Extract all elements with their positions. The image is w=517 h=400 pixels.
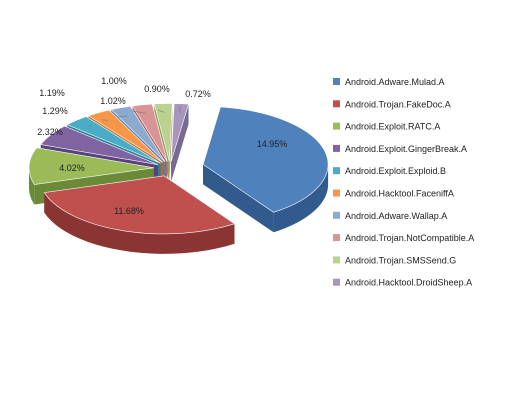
leader-line [117, 115, 128, 118]
legend-entry: Android.Adware.Mulad.A [345, 77, 445, 87]
legend-swatch [333, 144, 340, 152]
pie-slice [87, 109, 163, 163]
legend-swatch [333, 234, 340, 242]
data-label: 11.68% [114, 206, 144, 216]
label-leader-lines [66, 105, 181, 140]
pie-slice [40, 125, 159, 165]
leader-line [131, 110, 147, 114]
pie-slice [110, 105, 166, 163]
legend-entry: Android.Exploit.RATC.A [345, 122, 440, 132]
data-label: 4.02% [59, 163, 85, 173]
data-label: 1.29% [42, 106, 68, 116]
legend-entry: Android.Trojan.FakeDoc.A [345, 99, 451, 109]
legend-swatch [333, 100, 340, 108]
legend-swatch [333, 256, 340, 264]
pie-slice [66, 116, 161, 164]
leader-line [88, 124, 93, 128]
data-label: 1.02% [100, 96, 126, 106]
pie-slice [131, 103, 168, 162]
legend-swatch [333, 122, 340, 130]
legend-entry: Android.Exploit.GingerBreak.A [345, 144, 467, 154]
legend-swatch [333, 189, 340, 197]
leader-line [157, 109, 165, 113]
leader-line [66, 135, 73, 140]
pie-slice [43, 175, 236, 235]
legend-entry: Android.Trojan.NotCompatible.A [345, 233, 474, 243]
pie-slices [28, 103, 329, 235]
data-label: 1.00% [101, 76, 127, 86]
legend-entry: Android.Trojan.SMSSend.G [345, 255, 456, 265]
data-label: 0.72% [185, 89, 211, 99]
legend-entry: Android.Exploit.Exploid.B [345, 166, 446, 176]
legend-entry: Android.Hacktool.DroidSheep.A [345, 278, 472, 288]
legend: Android.Adware.Mulad.A Android.Trojan.Fak… [333, 77, 474, 288]
data-label: 14.95% [257, 139, 288, 149]
pie-slice [28, 147, 155, 185]
pie-slice [153, 103, 173, 162]
data-label: 2.32% [37, 127, 63, 137]
pie-slice-side [44, 192, 235, 254]
pie-slice [202, 106, 329, 213]
pie-slice [170, 103, 189, 162]
data-labels: 14.95% 11.68% 4.02% 2.32% 1.29% 1.19% 1.02% 1.0… [37, 76, 287, 216]
pie-slice-wall [171, 104, 189, 182]
pie-slice-side [273, 164, 329, 233]
legend-swatch [333, 211, 340, 219]
legend-swatch [333, 167, 340, 175]
data-label: 0.90% [144, 84, 170, 94]
legend-swatch [333, 78, 340, 85]
legend-swatch [333, 278, 340, 286]
legend-entry: Android.Adware.Wallap.A [345, 211, 447, 221]
legend-entry: Android.Hacktool.FaceniffA [345, 189, 454, 199]
pie-slice-wall [203, 164, 274, 233]
data-label: 1.19% [39, 88, 65, 98]
